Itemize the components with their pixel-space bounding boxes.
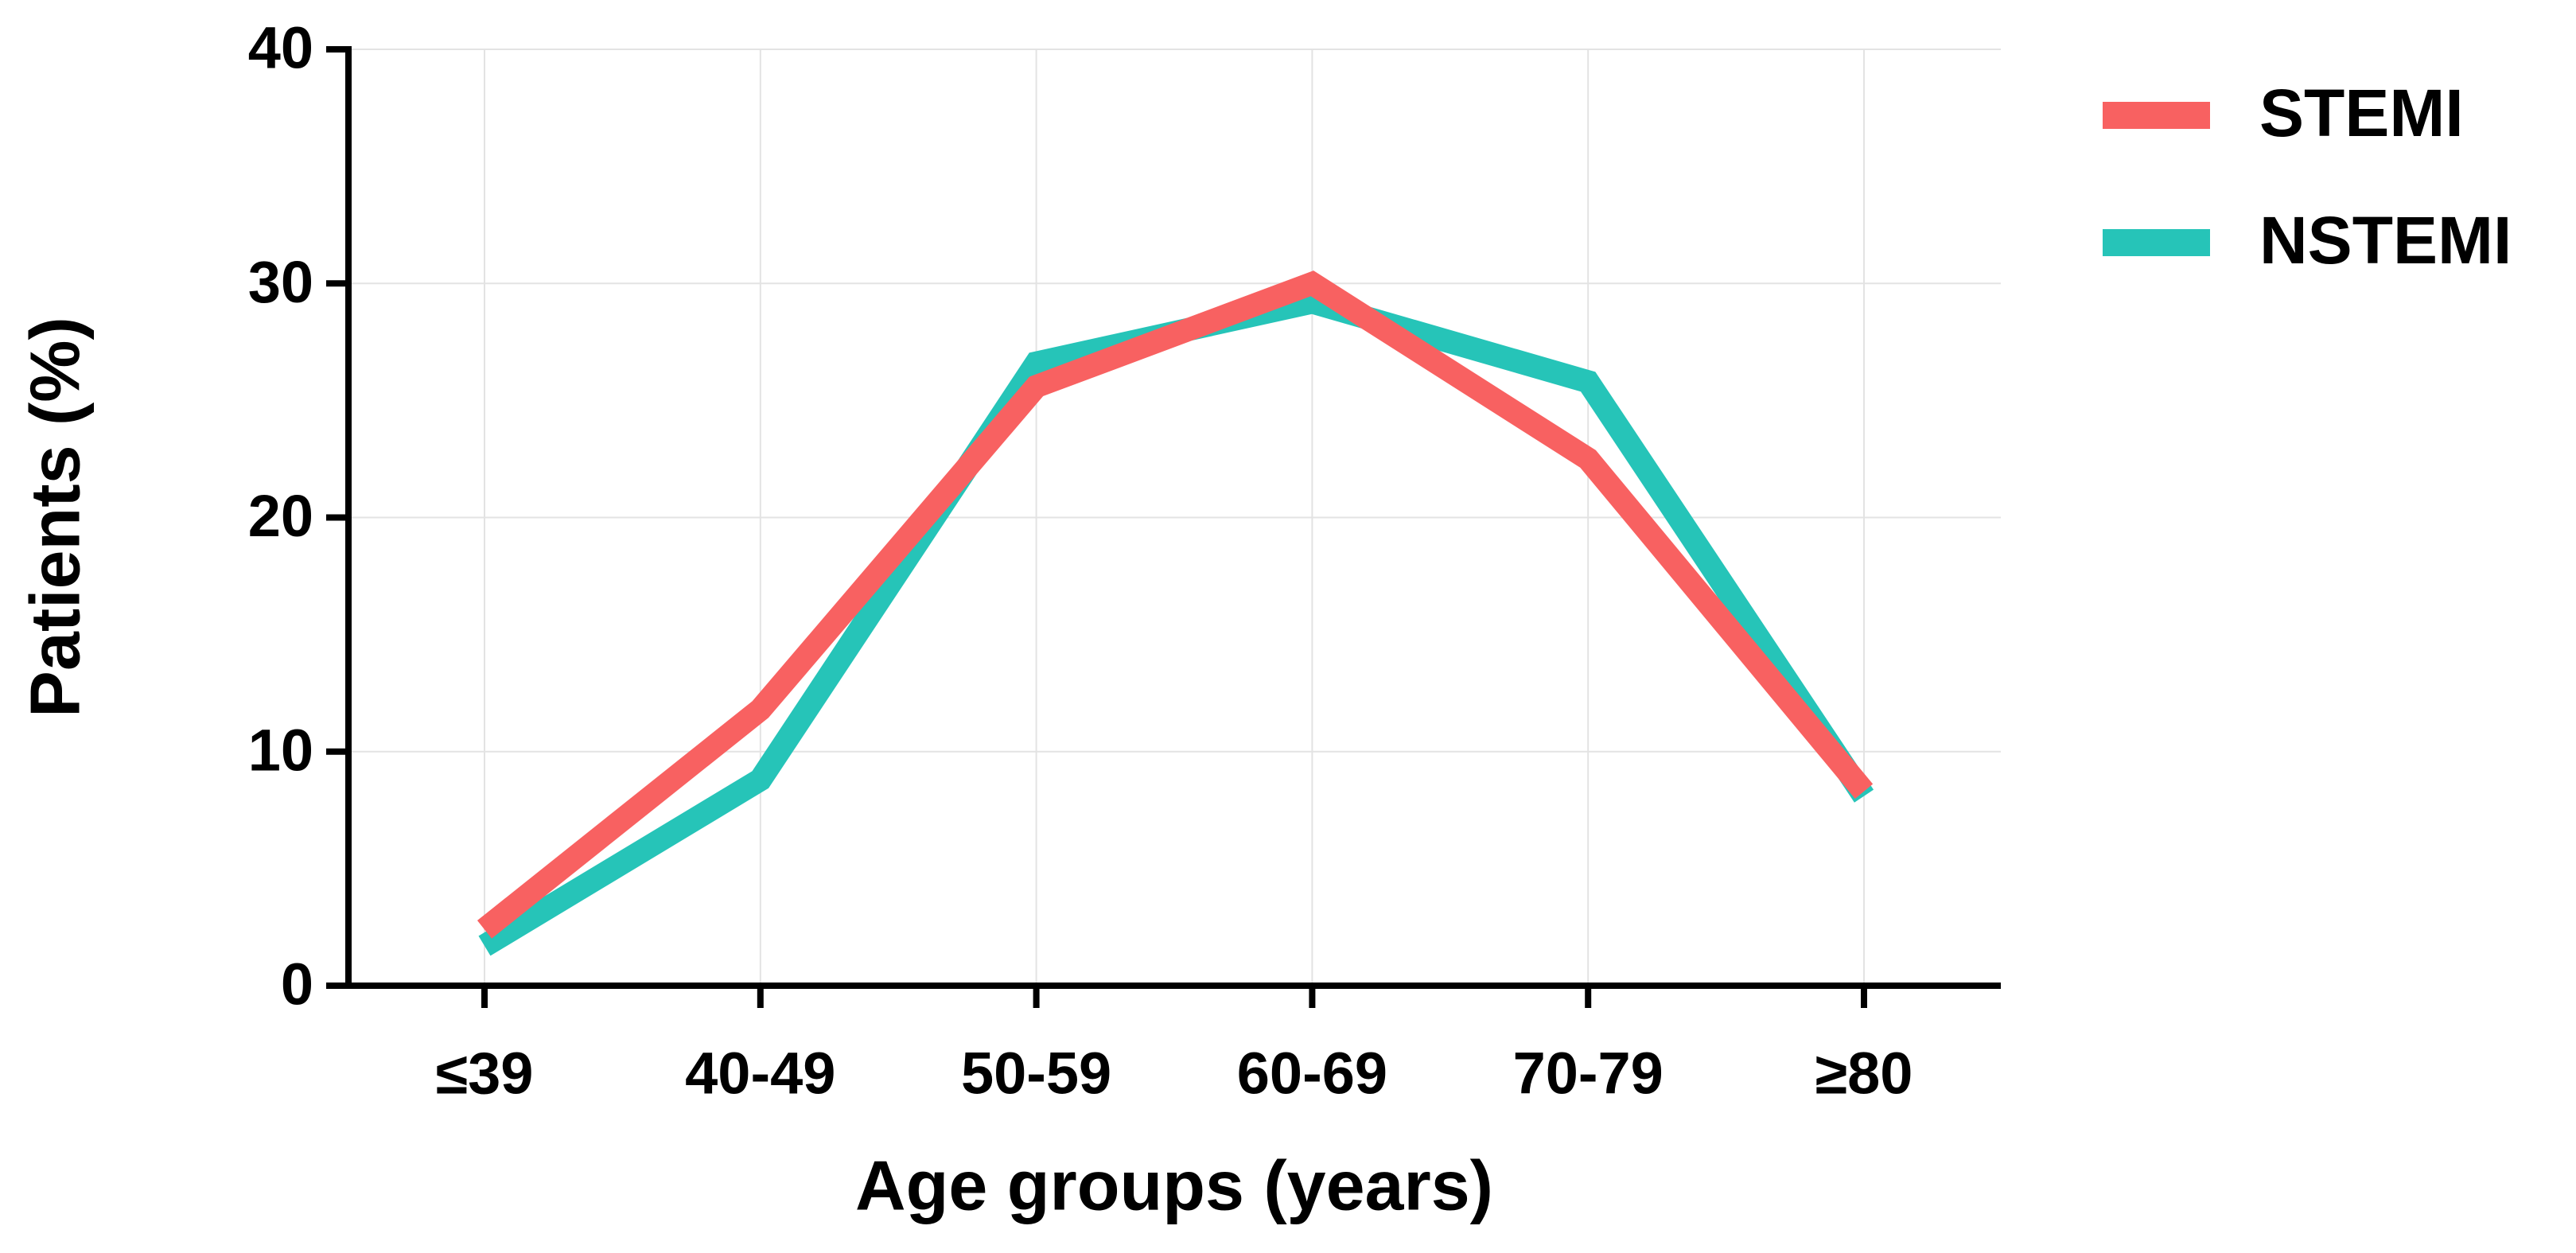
x-tick-label: ≤39 bbox=[436, 1041, 534, 1107]
y-tick-label: 0 bbox=[281, 951, 313, 1018]
legend-label: NSTEMI bbox=[2259, 203, 2512, 278]
series-line bbox=[478, 290, 1874, 956]
y-tick-label: 30 bbox=[248, 249, 313, 315]
x-tick-label: 60-69 bbox=[1237, 1041, 1387, 1107]
x-tick-label: ≥80 bbox=[1815, 1041, 1913, 1107]
y-tick-label: 10 bbox=[248, 717, 313, 783]
y-axis-label: Patients (%) bbox=[15, 317, 94, 718]
x-axis-label: Age groups (years) bbox=[855, 1146, 1493, 1224]
x-tick-label: 40-49 bbox=[685, 1041, 835, 1107]
y-tick-label: 40 bbox=[248, 15, 313, 81]
x-tick-label: 50-59 bbox=[961, 1041, 1111, 1107]
y-tick-label: 20 bbox=[248, 483, 313, 549]
x-tick-label: 70-79 bbox=[1513, 1041, 1664, 1107]
series-line bbox=[477, 270, 1874, 939]
legend-label: STEMI bbox=[2259, 76, 2464, 150]
